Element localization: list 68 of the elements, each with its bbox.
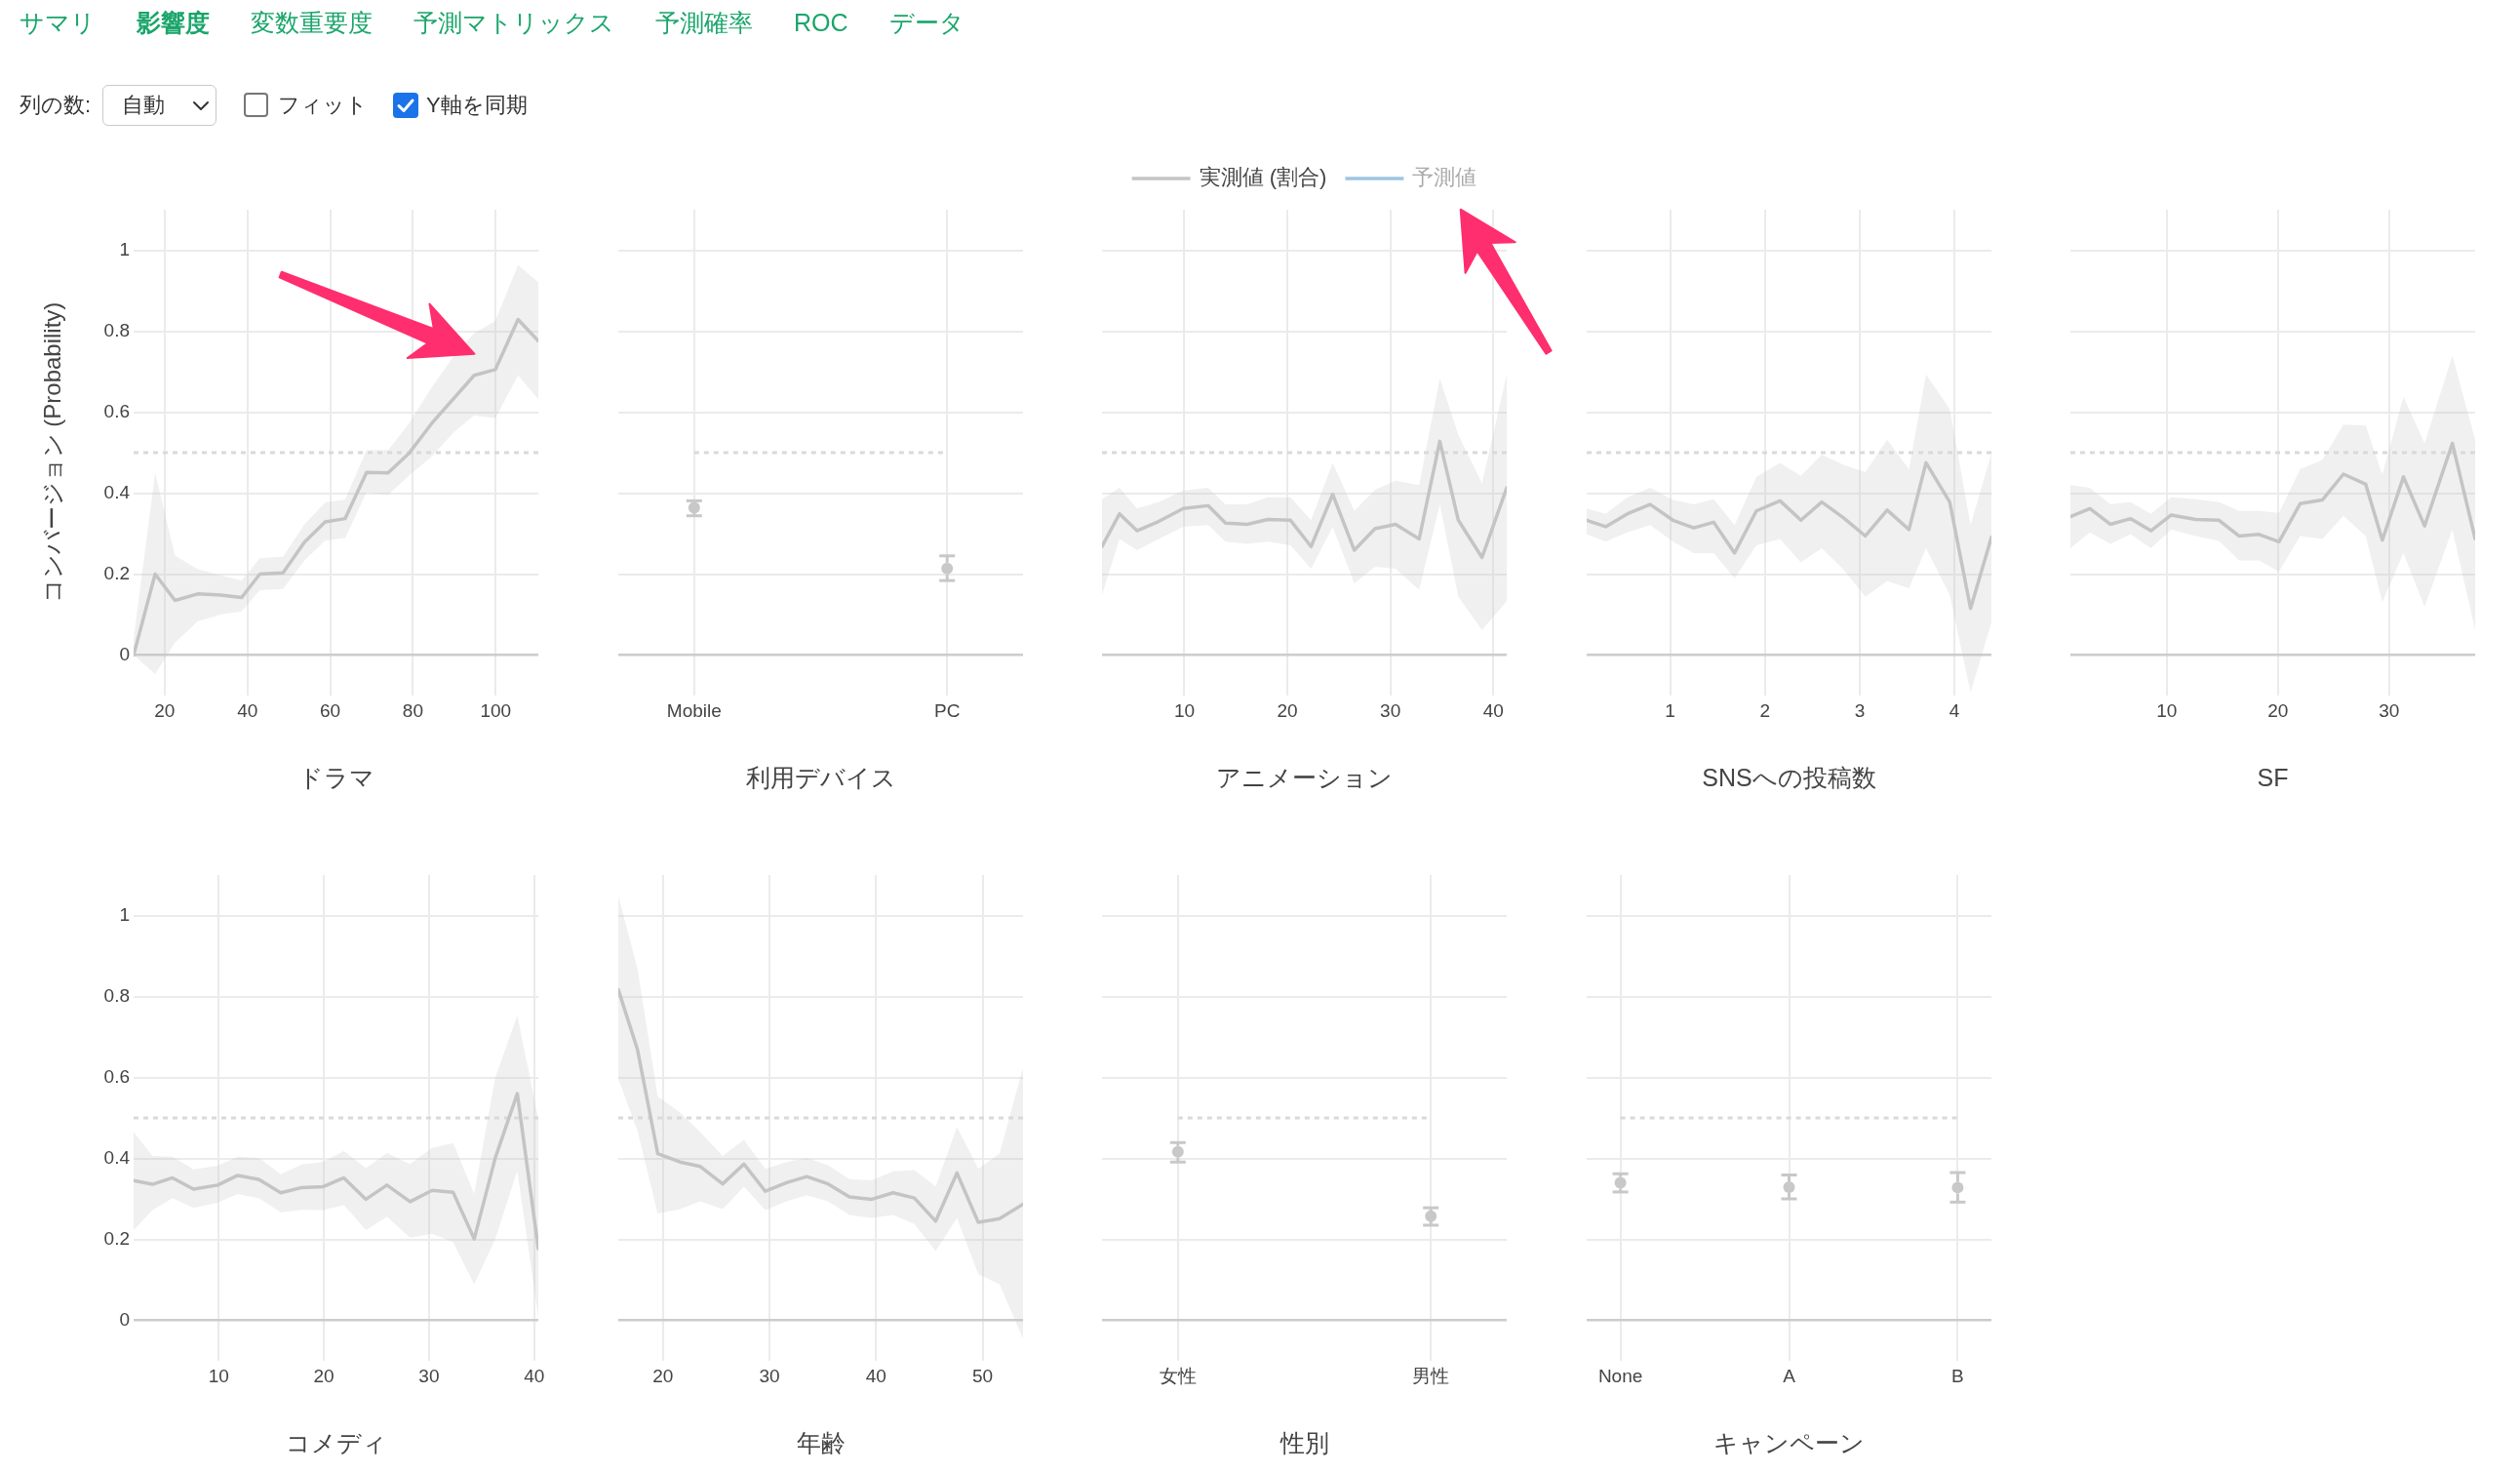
x-axis-title: アニメーション (1216, 763, 1393, 791)
y-tick-label: 0 (119, 1308, 130, 1330)
x-tick-label: 40 (237, 699, 258, 721)
x-tick-label: 女性 (1159, 1365, 1197, 1386)
y-axis-title: コンバージョン (Probability) (39, 301, 66, 604)
text: 列の数: (20, 92, 92, 119)
x-tick-label: 80 (402, 699, 423, 721)
x-axis-title: 年齢 (796, 1428, 845, 1456)
x-tick-label: 10 (2156, 699, 2178, 721)
x-tick-label: 20 (1277, 699, 1298, 721)
x-tick-label: A (1782, 1365, 1795, 1386)
x-tick-label: B (1950, 1365, 1964, 1386)
x-tick-label: 1 (1664, 699, 1675, 721)
x-tick-label: 30 (2379, 699, 2400, 721)
y-tick-label: 1 (119, 903, 130, 925)
text: Y軸を同期 (426, 92, 528, 119)
x-tick-label: 4 (1949, 699, 1960, 721)
x-axis-title: コメディ (285, 1428, 387, 1456)
x-tick-label: 20 (2267, 699, 2289, 721)
y-tick-label: 0.2 (103, 562, 130, 583)
x-tick-label: None (1597, 1365, 1642, 1386)
text: フィット (278, 92, 368, 119)
x-tick-label: 2 (1758, 699, 1770, 721)
tab[interactable]: 予測確率 (655, 8, 753, 37)
y-tick-label: 0.4 (103, 481, 131, 502)
x-axis-title: 利用デバイス (745, 763, 895, 791)
x-tick-label: 40 (524, 1365, 545, 1386)
y-tick-label: 1 (119, 238, 130, 259)
x-tick-label: 20 (651, 1365, 673, 1386)
x-tick-label: PC (933, 699, 960, 721)
x-axis-title: 性別 (1279, 1428, 1329, 1456)
x-axis-title: SF (2257, 763, 2289, 791)
y-tick-label: 0.6 (103, 400, 130, 421)
x-tick-label: 20 (154, 699, 176, 721)
tab[interactable]: 予測マトリックス (413, 8, 614, 37)
x-tick-label: 60 (319, 699, 341, 721)
x-tick-label: 男性 (1412, 1365, 1450, 1386)
checkbox[interactable] (244, 93, 268, 117)
y-tick-label: 0.8 (103, 984, 130, 1006)
x-tick-label: Mobile (666, 699, 722, 721)
legend-label: 予測値 (1412, 165, 1477, 190)
dropdown[interactable]: 自動 (102, 85, 217, 126)
checked-checkbox[interactable] (393, 93, 418, 118)
x-tick-label: 20 (313, 1365, 335, 1386)
x-tick-label: 100 (480, 699, 512, 721)
legend-label: 実測値 (割合) (1199, 165, 1327, 190)
x-tick-label: 40 (1482, 699, 1504, 721)
x-axis-title: SNSへの投稿数 (1701, 763, 1876, 791)
x-tick-label: 50 (971, 1365, 993, 1386)
tab[interactable]: 変数重要度 (251, 8, 373, 37)
x-tick-label: 30 (759, 1365, 780, 1386)
tab[interactable]: ROC (794, 8, 848, 37)
tab[interactable]: サマリ (20, 8, 96, 37)
y-tick-label: 0.8 (103, 319, 130, 340)
x-tick-label: 3 (1854, 699, 1865, 721)
y-tick-label: 0 (119, 643, 130, 664)
x-tick-label: 40 (865, 1365, 886, 1386)
tab[interactable]: 影響度 (137, 8, 210, 37)
x-axis-title: ドラマ (297, 763, 374, 791)
x-tick-label: 30 (1380, 699, 1401, 721)
y-tick-label: 0.6 (103, 1065, 130, 1087)
y-tick-label: 0.4 (103, 1146, 131, 1168)
x-tick-label: 10 (1173, 699, 1196, 721)
x-tick-label: 30 (418, 1365, 440, 1386)
x-tick-label: 10 (208, 1365, 229, 1386)
x-axis-title: キャンペーン (1713, 1428, 1865, 1456)
tab[interactable]: データ (888, 8, 965, 37)
y-tick-label: 0.2 (103, 1227, 130, 1249)
